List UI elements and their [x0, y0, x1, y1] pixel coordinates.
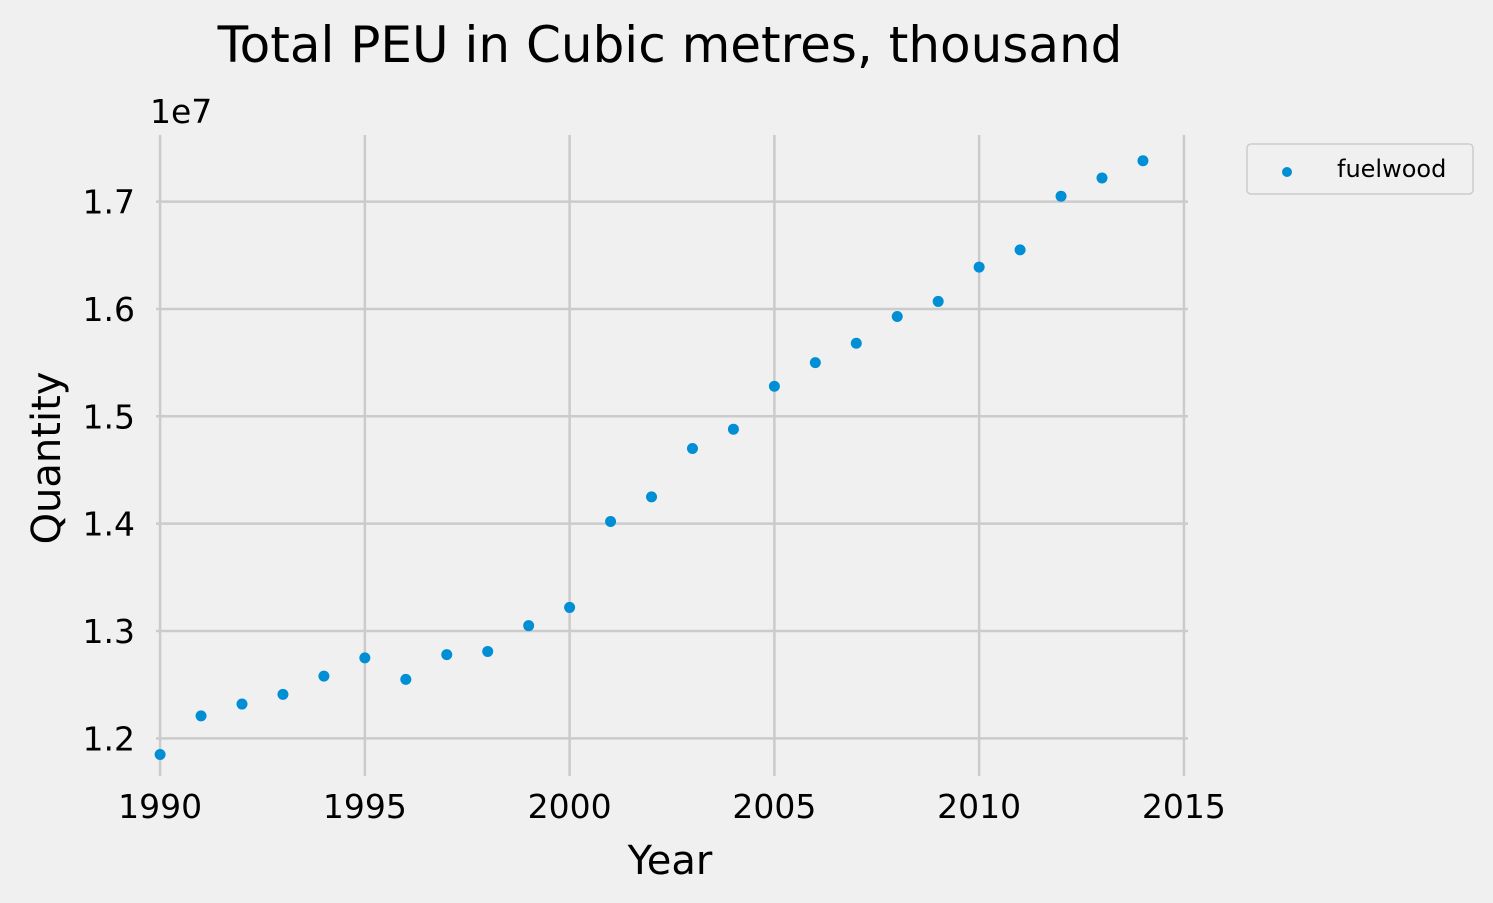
data-point [850, 337, 862, 349]
x-tick-label: 2010 [937, 787, 1021, 826]
data-point [154, 749, 166, 761]
data-point [932, 295, 944, 307]
data-point [1014, 244, 1026, 256]
y-tick-label: 1.2 [83, 719, 135, 758]
legend-marker [1282, 167, 1292, 177]
data-point [400, 673, 412, 685]
data-point [523, 620, 535, 632]
legend-frame [1246, 143, 1474, 195]
y-tick-label: 1.7 [83, 183, 135, 222]
y-axis-label: Quantity [24, 372, 70, 545]
x-tick-label: 1990 [118, 787, 202, 826]
y-axis-ticks: 1.2 1.3 1.4 1.5 1.6 1.7 [83, 183, 135, 759]
data-point [891, 310, 903, 322]
data-point [768, 380, 780, 392]
data-point [441, 649, 453, 661]
data-point [277, 688, 289, 700]
data-point [359, 652, 371, 664]
x-tick-label: 2015 [1142, 787, 1226, 826]
data-point [686, 443, 698, 455]
legend-label: fuelwood [1337, 155, 1446, 183]
data-points [154, 155, 1149, 761]
data-point [318, 670, 330, 682]
data-point [564, 601, 576, 613]
y-tick-label: 1.6 [83, 290, 135, 329]
y-tick-label: 1.3 [83, 612, 135, 651]
data-point [727, 423, 739, 435]
data-point [973, 261, 985, 273]
data-point [236, 698, 248, 710]
y-tick-label: 1.4 [83, 505, 135, 544]
data-point [1055, 190, 1067, 202]
y-axis-offset-label: 1e7 [150, 92, 212, 131]
x-tick-label: 1995 [323, 787, 407, 826]
data-point [1096, 172, 1108, 184]
data-point [195, 710, 207, 722]
data-point [809, 357, 821, 369]
x-tick-label: 2000 [528, 787, 612, 826]
x-axis-ticks: 1990 1995 2000 2005 2010 2015 [118, 787, 1226, 826]
chart-title: Total PEU in Cubic metres, thousand [217, 16, 1123, 74]
x-tick-label: 2005 [732, 787, 816, 826]
legend: fuelwood [1246, 143, 1474, 195]
data-point [1137, 155, 1149, 167]
data-point [482, 645, 494, 657]
y-tick-label: 1.5 [83, 397, 135, 436]
grid [156, 135, 1188, 776]
data-point [605, 516, 617, 528]
data-point [646, 491, 658, 503]
x-axis-label: Year [627, 838, 713, 884]
